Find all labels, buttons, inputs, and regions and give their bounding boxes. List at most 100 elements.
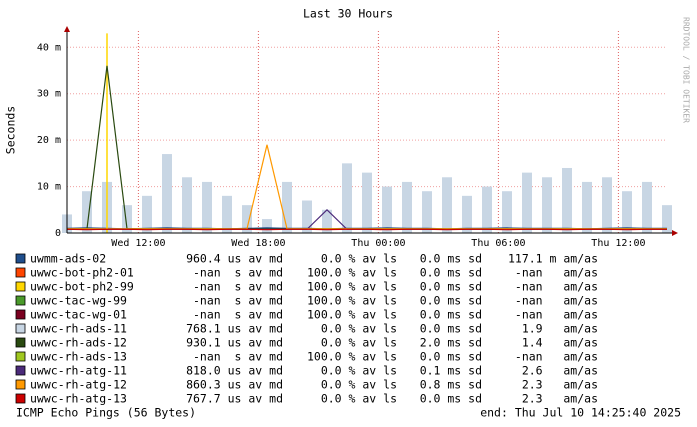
- area-bar: [402, 181, 412, 233]
- y-tick-label: 0: [55, 228, 61, 239]
- legend-swatch: [15, 309, 26, 320]
- legend-stat: -nan am/as: [515, 350, 598, 364]
- legend-stat: 0.0 % av ls: [321, 252, 397, 266]
- x-axis-arrow: [672, 230, 678, 236]
- legend-stat: 0.0 ms sd: [420, 350, 482, 364]
- plot-area: [62, 31, 672, 234]
- legend-stat: -nan s av md: [193, 350, 283, 364]
- x-tick-label: Wed 18:00: [231, 238, 285, 249]
- area-bar: [262, 219, 272, 233]
- area-bar: [142, 195, 152, 233]
- legend-stat: -nan am/as: [515, 294, 598, 308]
- legend-swatch: [15, 267, 26, 278]
- chart-title: Last 30 Hours: [303, 7, 393, 21]
- legend-label: uwwc-bot-ph2-01: [30, 266, 134, 280]
- legend-stat: 0.0 % av ls: [321, 392, 397, 406]
- area-bar: [322, 209, 332, 233]
- y-tick-label: 20 m: [37, 135, 61, 146]
- legend-stat: 930.1 us av md: [186, 336, 283, 350]
- area-bar: [602, 177, 612, 233]
- area-bar: [82, 191, 92, 233]
- legend-stat: 2.0 ms sd: [420, 336, 482, 350]
- legend-label: uwmm-ads-02: [30, 252, 106, 266]
- legend-label: uwwc-rh-ads-11: [30, 322, 127, 336]
- legend-stat: 0.0 ms sd: [420, 308, 482, 322]
- area-bar: [382, 186, 392, 233]
- x-tick-label: Thu 06:00: [471, 238, 525, 249]
- area-bar: [522, 172, 532, 233]
- watermark: RRDTOOL / TOBI OETIKER: [682, 17, 691, 123]
- area-bar: [562, 167, 572, 233]
- legend-stat: 818.0 us av md: [186, 364, 283, 378]
- legend-stat: -nan s av md: [193, 294, 283, 308]
- legend-stat: 0.8 ms sd: [420, 378, 482, 392]
- y-axis-title: Seconds: [4, 106, 18, 154]
- legend-swatch: [15, 365, 26, 376]
- legend-stat: -nan am/as: [515, 266, 598, 280]
- area-bar: [422, 191, 432, 233]
- legend-stat: 1.9 am/as: [522, 322, 598, 336]
- area-bar: [302, 200, 312, 233]
- legend-label: uwwc-rh-ads-13: [30, 350, 127, 364]
- area-bar: [282, 181, 292, 233]
- legend-stat: 100.0 % av ls: [307, 350, 397, 364]
- x-tick-label: Thu 00:00: [351, 238, 405, 249]
- legend-label: uwwc-tac-wg-01: [30, 308, 127, 322]
- legend-stat: 767.7 us av md: [186, 392, 283, 406]
- legend-stat: 0.0 % av ls: [321, 378, 397, 392]
- legend-swatch: [15, 379, 26, 390]
- legend-label: uwwc-rh-atg-12: [30, 378, 127, 392]
- area-bar: [362, 172, 372, 233]
- legend-stat: -nan am/as: [515, 280, 598, 294]
- legend-stat: 100.0 % av ls: [307, 294, 397, 308]
- legend-stat: 2.6 am/as: [522, 364, 598, 378]
- legend-swatch: [15, 323, 26, 334]
- legend-stat: 0.0 ms sd: [420, 266, 482, 280]
- legend-stat: 0.0 ms sd: [420, 322, 482, 336]
- legend-stat: 2.3 am/as: [522, 392, 598, 406]
- legend-swatch: [15, 281, 26, 292]
- legend-swatch: [15, 393, 26, 404]
- area-bar: [642, 181, 652, 233]
- x-tick-label: Wed 12:00: [111, 238, 165, 249]
- legend-label: uwwc-rh-ads-12: [30, 336, 127, 350]
- legend-stat: 0.0 ms sd: [420, 252, 482, 266]
- legend-label: uwwc-tac-wg-99: [30, 294, 127, 308]
- area-bar: [182, 177, 192, 233]
- area-bar: [222, 195, 232, 233]
- footer-left: ICMP Echo Pings (56 Bytes): [16, 406, 196, 420]
- area-bar: [482, 186, 492, 233]
- legend-stat: 0.0 ms sd: [420, 294, 482, 308]
- area-bar: [242, 205, 252, 233]
- area-bar: [462, 195, 472, 233]
- legend-stat: 0.0 % av ls: [321, 336, 397, 350]
- legend-swatch: [15, 351, 26, 362]
- y-axis-arrow: [64, 26, 70, 32]
- legend-stat: -nan s av md: [193, 280, 283, 294]
- area-bar: [342, 163, 352, 233]
- legend-stat: 100.0 % av ls: [307, 280, 397, 294]
- legend-label: uwwc-rh-atg-11: [30, 364, 127, 378]
- legend-stat: 0.0 ms sd: [420, 280, 482, 294]
- x-tick-label: Thu 12:00: [591, 238, 645, 249]
- area-bar: [162, 154, 172, 233]
- legend-swatch: [15, 253, 26, 264]
- legend-stat: 0.0 ms sd: [420, 392, 482, 406]
- legend-stat: 1.4 am/as: [522, 336, 598, 350]
- legend-label: uwwc-rh-atg-13: [30, 392, 127, 406]
- legend-stat: 117.1 m am/as: [508, 252, 598, 266]
- legend-label: uwwc-bot-ph2-99: [30, 280, 134, 294]
- legend-stat: -nan s av md: [193, 308, 283, 322]
- y-tick-label: 10 m: [37, 182, 61, 193]
- area-bar: [582, 181, 592, 233]
- area-bar: [662, 205, 672, 233]
- legend-swatch: [15, 337, 26, 348]
- legend-stat: 100.0 % av ls: [307, 308, 397, 322]
- legend-stat: 0.0 % av ls: [321, 322, 397, 336]
- legend-stat: 860.3 us av md: [186, 378, 283, 392]
- legend-stat: 768.1 us av md: [186, 322, 283, 336]
- legend-stat: 100.0 % av ls: [307, 266, 397, 280]
- legend-stat: 2.3 am/as: [522, 378, 598, 392]
- area-bar: [542, 177, 552, 233]
- area-bar: [202, 181, 212, 233]
